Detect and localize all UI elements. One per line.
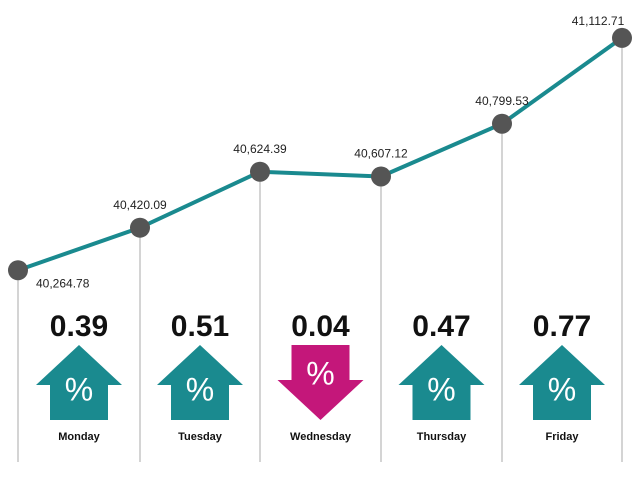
point-label: 40,799.53 xyxy=(475,94,529,108)
point-label: 40,264.78 xyxy=(36,276,90,290)
percent-symbol: % xyxy=(427,371,455,407)
percent-symbol: % xyxy=(65,371,93,407)
arrow xyxy=(277,345,364,420)
point xyxy=(130,217,150,238)
point xyxy=(371,166,391,187)
point-label: 40,420.09 xyxy=(113,198,167,212)
point xyxy=(612,27,632,48)
change-value: 0.51 xyxy=(171,310,229,343)
change-value: 0.04 xyxy=(291,310,350,343)
percent-symbol: % xyxy=(548,371,576,407)
index-line xyxy=(17,36,624,273)
arrow xyxy=(519,345,605,420)
change-value: 0.39 xyxy=(50,310,108,343)
point-label: 40,607.12 xyxy=(354,147,408,161)
day-label: Monday xyxy=(58,431,100,443)
point-label: 41,112.71 xyxy=(572,14,625,28)
day-label: Tuesday xyxy=(178,431,223,443)
change-value: 0.77 xyxy=(533,310,591,343)
percent-symbol: % xyxy=(306,355,334,391)
day-label: Wednesday xyxy=(290,431,352,443)
point xyxy=(8,260,28,281)
point xyxy=(250,161,270,182)
arrow xyxy=(398,345,485,420)
point xyxy=(492,113,512,134)
point-label: 40,624.39 xyxy=(233,142,287,156)
percent-symbol: % xyxy=(186,371,214,407)
day-label: Friday xyxy=(545,431,579,443)
change-value: 0.47 xyxy=(412,310,470,343)
arrow xyxy=(36,345,122,420)
day-label: Thursday xyxy=(417,431,467,443)
arrow xyxy=(157,345,243,420)
